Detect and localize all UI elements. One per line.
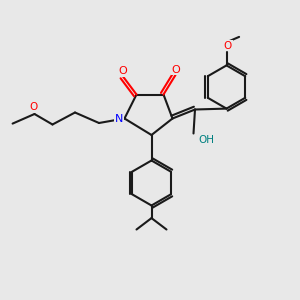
Text: OH: OH xyxy=(198,135,214,145)
Text: O: O xyxy=(224,41,232,51)
Text: O: O xyxy=(30,102,38,112)
Text: O: O xyxy=(118,66,127,76)
Text: O: O xyxy=(171,64,180,75)
Text: N: N xyxy=(115,113,123,124)
